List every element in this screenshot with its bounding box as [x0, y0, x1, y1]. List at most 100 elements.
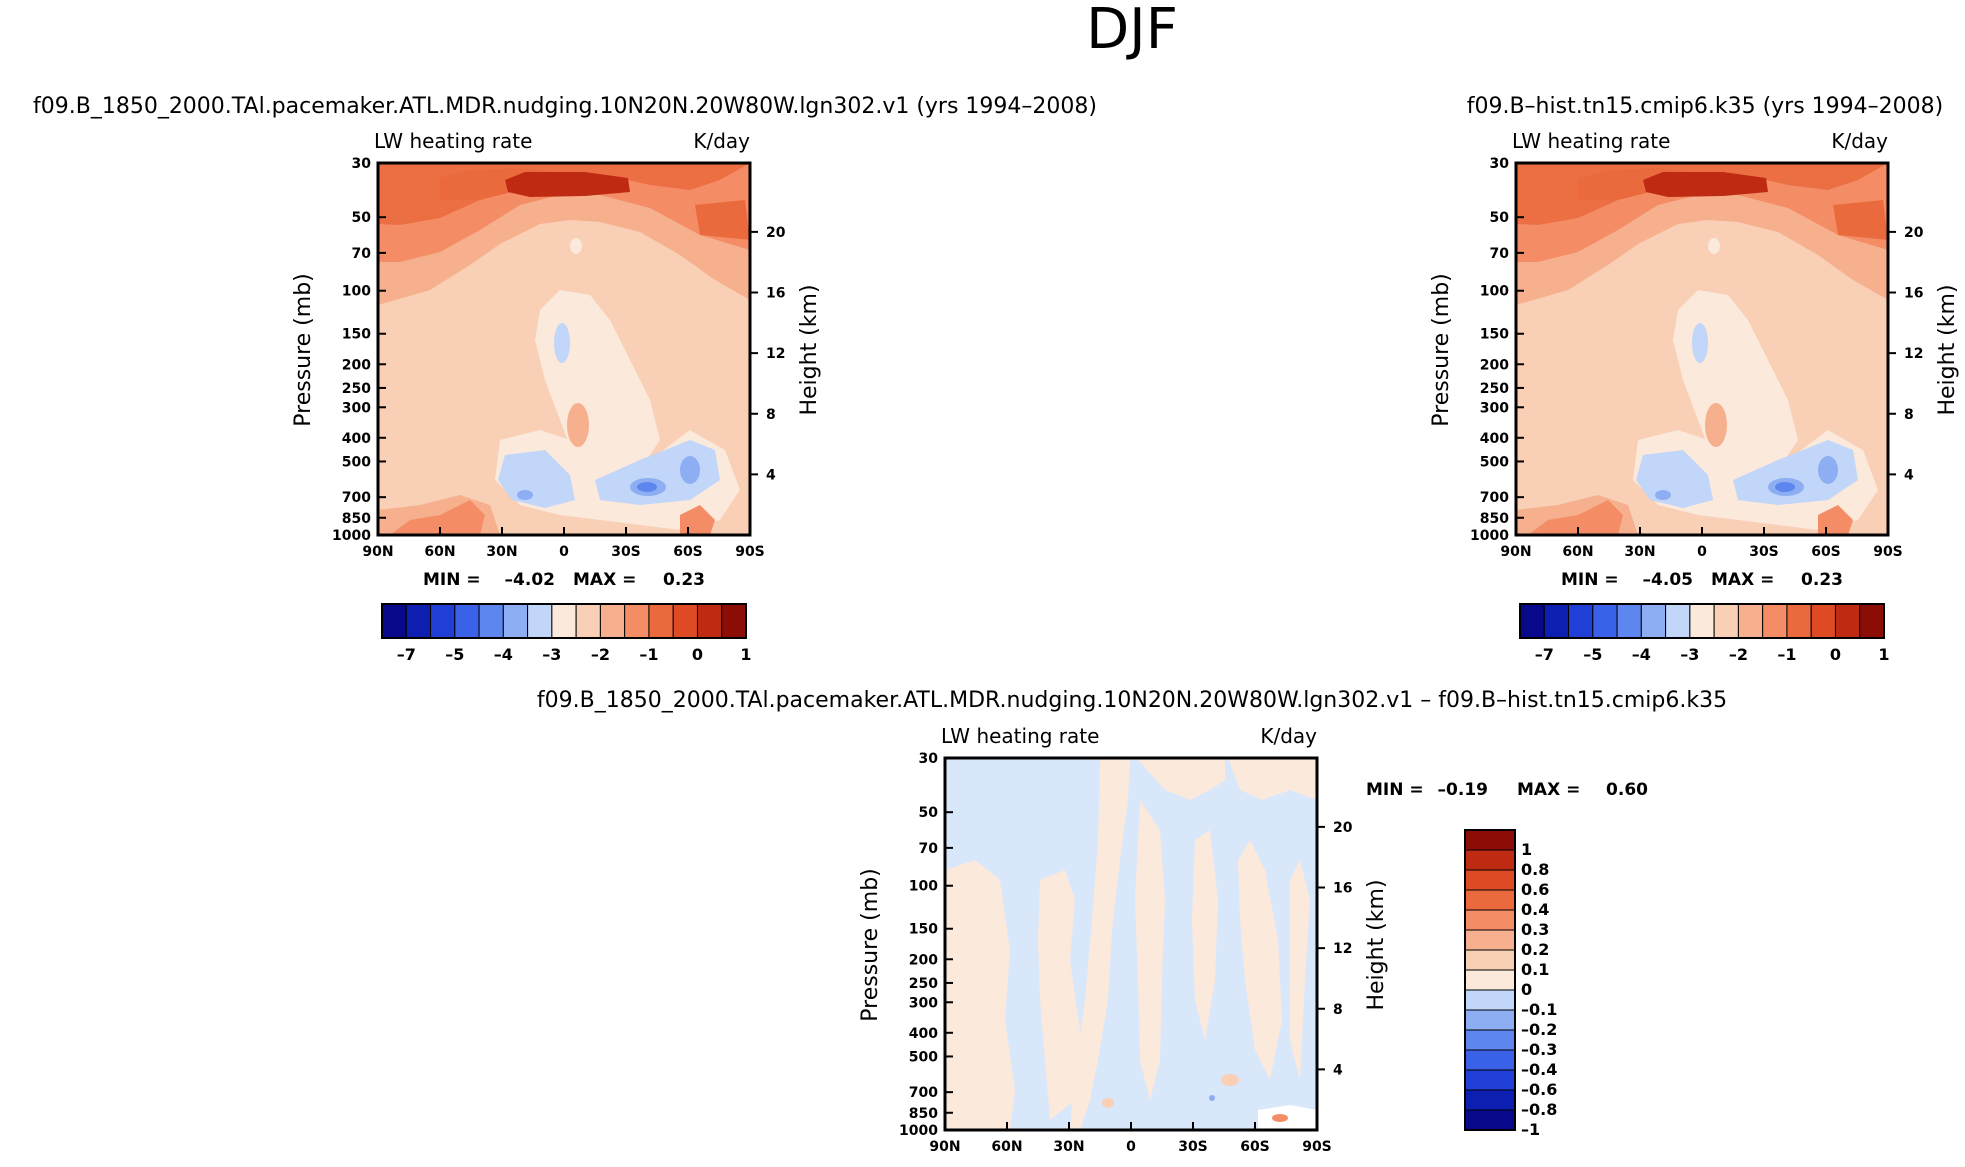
x-tick-label: 0	[1697, 544, 1707, 560]
y-tick-label: 250	[909, 976, 938, 992]
y-tick-label: 700	[1480, 490, 1509, 506]
colorbar-swatch	[599, 603, 626, 639]
panel-left-min-label: MIN =	[423, 570, 481, 590]
colorbar-swatch	[1464, 969, 1516, 991]
panel-left: f09.B_1850_2000.TAl.pacemaker.ATL.MDR.nu…	[33, 94, 1097, 664]
panel-right-field	[1516, 163, 1888, 535]
colorbar-swatch	[575, 603, 601, 639]
colorbar-swatch	[527, 603, 553, 639]
colorbar-frame	[1519, 603, 1885, 639]
y-tick-label: 50	[919, 805, 939, 821]
x-tick-label: 60N	[991, 1139, 1022, 1155]
colorbar-label: 1	[1521, 840, 1532, 859]
colorbar-swatch	[1762, 603, 1788, 639]
height-tick-label: 4	[1904, 467, 1914, 483]
panel-left-ylabel-right: Height (km)	[797, 284, 822, 415]
colorbar-frame	[1464, 829, 1516, 1131]
y-tick-label: 700	[909, 1085, 938, 1101]
x-tick-label: 30S	[611, 544, 641, 560]
colorbar-label: –1	[1521, 1120, 1540, 1139]
panel-diff-units: K/day	[1260, 724, 1317, 748]
y-tick-label: 30	[352, 156, 372, 172]
colorbar-label: –1	[639, 645, 658, 664]
colorbar-label: –2	[591, 645, 610, 664]
colorbar-label: –7	[397, 645, 416, 664]
colorbar-label: 0.8	[1521, 860, 1549, 879]
panel-diff-field	[945, 758, 1317, 1130]
colorbar-swatch	[1464, 989, 1516, 1011]
height-tick-label: 8	[1904, 407, 1914, 423]
panel-diff-ylabel: Pressure (mb)	[858, 868, 883, 1022]
panel-left-min-value: –4.02	[505, 570, 555, 590]
colorbar-label: 1	[1878, 645, 1889, 664]
colorbar-label: 0.3	[1521, 920, 1549, 939]
colorbar-label: –4	[494, 645, 513, 664]
panel-left-field	[378, 163, 750, 535]
y-tick-label: 500	[1480, 454, 1509, 470]
panel-right-title: f09.B–hist.tn15.cmip6.k35 (yrs 1994–2008…	[1467, 94, 1944, 119]
height-tick-label: 8	[766, 407, 776, 423]
y-tick-label: 1000	[899, 1123, 938, 1139]
colorbar-swatch	[1713, 603, 1739, 639]
colorbar-swatch	[1464, 1009, 1516, 1031]
y-tick-label: 100	[1480, 284, 1509, 300]
panel-right-colorbar-labels: –7 –5 –4 –3 –2 –1 0 1	[1535, 645, 1890, 664]
y-tick-label: 150	[342, 327, 371, 343]
x-tick-label: 90S	[1302, 1139, 1332, 1155]
height-tick-label: 20	[766, 225, 786, 241]
y-tick-label: 70	[1490, 246, 1510, 262]
y-tick-label: 150	[1480, 327, 1509, 343]
height-tick-label: 16	[766, 286, 785, 302]
colorbar-label: –0.4	[1521, 1060, 1557, 1079]
y-tick-label: 70	[352, 246, 372, 262]
colorbar-swatch	[1640, 603, 1667, 639]
colorbar-frame	[381, 603, 747, 639]
panel-diff-title: f09.B_1850_2000.TAl.pacemaker.ATL.MDR.nu…	[537, 688, 1727, 713]
y-tick-label: 200	[342, 357, 371, 373]
x-tick-label: 0	[559, 544, 569, 560]
colorbar-swatch	[1464, 869, 1516, 891]
x-tick-label: 30N	[1624, 544, 1655, 560]
y-tick-label: 300	[909, 995, 938, 1011]
colorbar-label: –7	[1535, 645, 1554, 664]
colorbar-label: 0.1	[1521, 960, 1549, 979]
panel-left-title: f09.B_1850_2000.TAl.pacemaker.ATL.MDR.nu…	[33, 94, 1097, 119]
y-tick-label: 30	[919, 751, 939, 767]
colorbar-swatch	[478, 603, 504, 639]
colorbar-swatch	[1464, 1089, 1516, 1111]
colorbar-label: –1	[1777, 645, 1796, 664]
colorbar-swatch	[672, 603, 698, 639]
colorbar-swatch	[1737, 603, 1764, 639]
colorbar-swatch	[1834, 603, 1861, 639]
panel-left-units: K/day	[693, 129, 750, 153]
y-tick-label: 850	[909, 1106, 938, 1122]
colorbar-swatch	[1689, 603, 1715, 639]
y-tick-label: 850	[342, 511, 371, 527]
y-tick-label: 500	[909, 1049, 938, 1065]
colorbar-swatch	[1592, 603, 1618, 639]
colorbar-swatch	[1464, 1049, 1516, 1071]
x-tick-label: 30S	[1178, 1139, 1208, 1155]
y-tick-label: 1000	[332, 528, 371, 544]
panel-diff-ylabel-right: Height (km)	[1364, 879, 1389, 1010]
panel-right: f09.B–hist.tn15.cmip6.k35 (yrs 1994–2008…	[1429, 94, 1960, 664]
y-tick-label: 250	[1480, 381, 1509, 397]
y-tick-label: 70	[919, 841, 939, 857]
panel-left-x-ticks: 90N 60N 30N 0 30S 60S 90S	[362, 527, 765, 560]
y-tick-label: 700	[342, 490, 371, 506]
panel-right-variable: LW heating rate	[1512, 129, 1670, 153]
panel-right-min-value: –4.05	[1643, 570, 1693, 590]
colorbar-swatch	[1464, 1029, 1516, 1051]
colorbar-label: 0.4	[1521, 900, 1549, 919]
colorbar-label: 0.6	[1521, 880, 1549, 899]
colorbar-swatch	[1464, 889, 1516, 911]
panel-diff-min-value: –0.19	[1438, 780, 1488, 800]
panel-right-height-ticks: 20 16 12 8 4	[1888, 225, 1924, 483]
y-tick-label: 1000	[1470, 528, 1509, 544]
colorbar-label: 0	[692, 645, 703, 664]
y-tick-label: 150	[909, 922, 938, 938]
